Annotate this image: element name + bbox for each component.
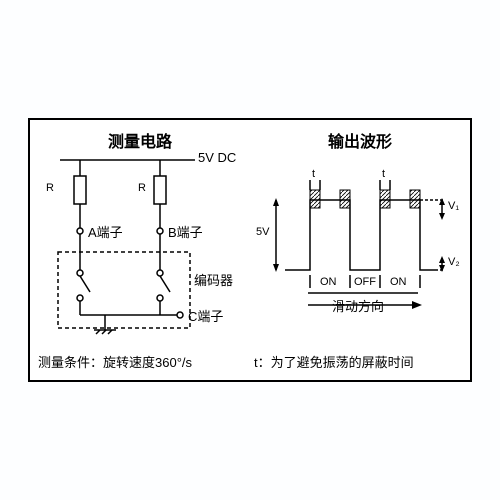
v1-label: V₁ — [448, 200, 459, 212]
t-label-1: t — [312, 168, 315, 180]
off-label: OFF — [354, 276, 376, 288]
terminal-c: C端子 — [188, 306, 223, 325]
terminal-b: B端子 — [168, 222, 203, 241]
waveform-half: 输出波形 — [250, 120, 470, 380]
measure-condition: 测量条件：旋转速度360°/s — [38, 352, 192, 371]
supply-label: 5V DC — [198, 150, 236, 165]
five-v-label: 5V — [256, 226, 269, 238]
t-footnote: t：为了避免振荡的屏蔽时间 — [254, 352, 414, 371]
circuit-half: 测量电路 — [30, 120, 250, 380]
resistor-label-left: R — [46, 182, 54, 194]
slide-dir-label: 滑动方向 — [332, 296, 384, 315]
t-label-2: t — [382, 168, 385, 180]
on-label-1: ON — [320, 276, 337, 288]
diagram-panel: 测量电路 — [28, 118, 472, 382]
resistor-label-right: R — [138, 182, 146, 194]
terminal-a: A端子 — [88, 222, 123, 241]
on-label-2: ON — [390, 276, 407, 288]
v2-label: V₂ — [448, 256, 460, 268]
waveform-svg — [250, 120, 470, 380]
encoder-label: 编码器 — [194, 270, 233, 289]
